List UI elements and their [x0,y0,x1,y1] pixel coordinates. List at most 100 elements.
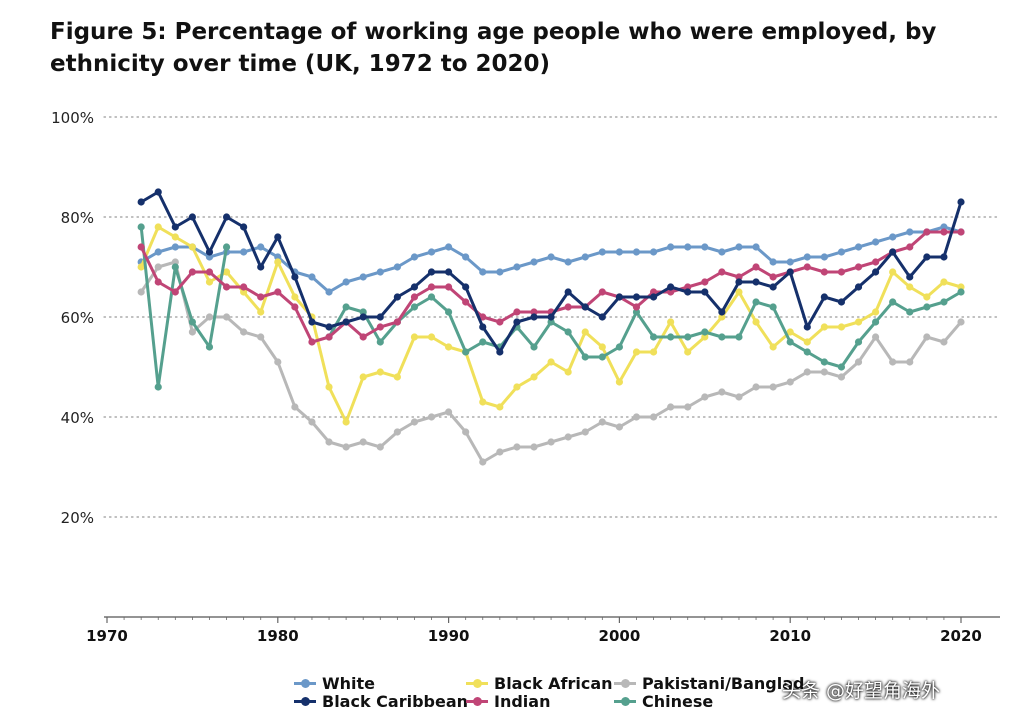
line-chart: 20% 40% 60% 80% 100% 1970 1980 1990 2000 2010 2020 [51,109,1001,645]
data-point-black-caribbean-1997 [564,288,572,296]
data-point-pakistani-bangladeshi-1998 [581,428,589,436]
data-point-black-african-1981 [291,293,299,301]
data-point-black-caribbean-1976 [205,248,214,256]
data-point-chinese-1990 [445,308,453,316]
data-point-pakistani-bangladeshi-1982 [308,418,316,426]
x-tick-label-2020: 2020 [940,627,982,645]
data-point-white-2003 [667,243,675,251]
data-point-chinese-2006 [718,333,726,341]
data-point-pakistani-bangladeshi-1981 [291,403,299,411]
data-point-chinese-1991 [462,348,470,356]
data-point-indian-2019 [940,228,948,236]
data-point-black-caribbean-1979 [257,263,265,271]
data-point-black-caribbean-1988 [410,283,419,291]
data-point-indian-1978 [240,283,248,291]
data-point-black-african-2008 [752,318,760,326]
data-point-indian-2018 [923,228,931,236]
data-point-pakistani-bangladeshi-1974 [171,258,179,266]
data-point-black-african-1977 [222,268,231,276]
data-point-indian-1986 [376,323,384,331]
data-point-pakistani-bangladeshi-1972 [137,288,145,296]
data-point-white-2010 [786,258,794,266]
data-point-white-2007 [735,243,743,251]
data-point-white-1997 [564,258,572,266]
data-point-black-african-1998 [581,328,589,336]
data-point-indian-1974 [171,288,179,296]
data-point-white-1999 [598,248,606,256]
data-point-black-caribbean-1984 [342,318,350,326]
data-point-black-african-2001 [632,348,641,356]
data-point-indian-2008 [752,263,760,271]
data-point-black-caribbean-1982 [308,318,316,326]
data-point-white-1984 [342,278,350,286]
data-point-chinese-1988 [410,303,419,311]
data-point-black-african-1994 [513,383,521,391]
data-point-pakistani-bangladeshi-1993 [496,448,504,456]
series-line-chinese [139,225,963,389]
data-point-black-caribbean-1994 [513,318,521,326]
data-point-chinese-1995 [530,343,538,351]
data-point-indian-2013 [837,268,846,276]
data-point-indian-2020 [957,228,965,236]
data-point-pakistani-bangladeshi-1991 [462,428,470,436]
data-point-chinese-1977 [222,243,231,251]
data-point-white-2016 [889,233,897,241]
data-point-pakistani-bangladeshi-1990 [445,408,453,416]
data-point-pakistani-bangladeshi-2011 [803,368,811,376]
data-point-pakistani-bangladeshi-2019 [940,338,948,346]
legend-label-white: White [322,673,376,693]
legend-marker-white [294,676,316,690]
data-point-chinese-1999 [598,353,606,361]
data-point-black-caribbean-1986 [376,313,384,321]
legend-item-black-caribbean: Black Caribbean [294,692,468,711]
data-point-pakistani-bangladeshi-2016 [889,358,897,366]
data-point-black-caribbean-1999 [598,313,606,321]
data-point-chinese-2003 [667,333,675,341]
data-point-black-caribbean-1973 [154,188,162,196]
data-point-pakistani-bangladeshi-2010 [786,378,794,386]
data-point-pakistani-bangladeshi-2008 [752,383,760,391]
data-point-black-caribbean-2008 [752,278,760,286]
data-point-black-caribbean-1996 [547,313,555,321]
data-point-white-2008 [752,243,760,251]
data-point-indian-1988 [410,293,419,301]
legend-item-black-african: Black African [466,673,613,693]
y-tick-label-100: 100% [51,109,94,127]
legend-label-black-african: Black African [494,673,613,693]
data-point-white-1987 [393,263,401,271]
data-point-black-caribbean-1977 [222,213,231,221]
data-point-black-african-1992 [479,398,487,406]
data-point-chinese-2001 [632,308,641,316]
data-point-indian-1980 [274,288,282,296]
data-point-white-2015 [872,238,880,246]
data-point-white-1996 [547,253,555,261]
data-point-indian-2003 [667,288,675,296]
data-point-pakistani-bangladeshi-2000 [615,423,624,431]
data-point-white-1983 [325,288,333,296]
data-point-white-1991 [462,253,470,261]
y-tick-label-60: 60% [61,309,94,327]
data-point-white-1982 [308,273,316,281]
data-point-black-caribbean-2001 [632,293,641,301]
data-point-black-african-2015 [872,308,880,316]
legend-marker-pakistani-bangladeshi [614,676,636,690]
data-point-pakistani-bangladeshi-2013 [837,373,846,381]
data-point-black-african-2005 [701,333,709,341]
data-point-pakistani-bangladeshi-1983 [325,438,333,446]
data-point-black-african-1973 [154,223,162,231]
data-point-black-african-1987 [393,373,401,381]
data-point-pakistani-bangladeshi-1995 [530,443,538,451]
data-point-pakistani-bangladeshi-2017 [906,358,914,366]
data-point-black-caribbean-1987 [393,293,401,301]
data-point-pakistani-bangladeshi-1980 [274,358,282,366]
data-point-black-african-1978 [240,288,248,296]
data-point-chinese-2005 [701,328,709,336]
data-point-black-caribbean-1975 [188,213,196,221]
legend-label-pakistani-bangladeshi: Pakistani/Banglad [642,673,805,693]
data-point-indian-1989 [427,283,436,291]
data-point-indian-1999 [598,288,606,296]
data-point-black-african-1985 [359,373,367,381]
legend-item-white: White [294,673,376,693]
data-point-black-caribbean-2019 [940,253,948,261]
data-point-black-caribbean-1981 [291,273,299,281]
